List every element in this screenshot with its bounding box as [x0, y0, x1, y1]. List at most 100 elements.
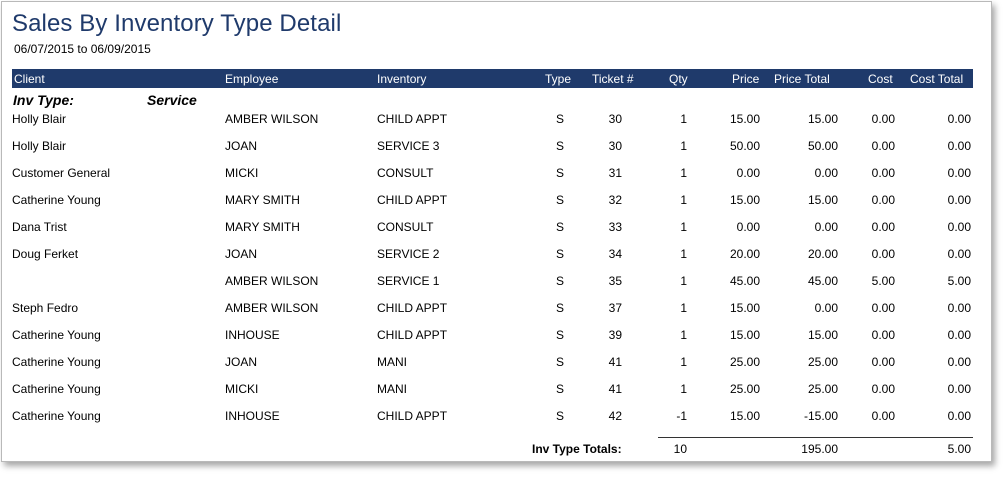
header-inventory: Inventory — [377, 72, 427, 86]
totals-label: Inv Type Totals: — [532, 442, 622, 456]
cell-price-total: 15.00 — [807, 112, 838, 126]
cell-client: Doug Ferket — [12, 247, 79, 261]
cell-cost-total: 0.00 — [947, 166, 971, 180]
cell-price: 15.00 — [729, 409, 760, 423]
cell-price-total: 25.00 — [807, 355, 838, 369]
cell-cost: 0.00 — [871, 139, 895, 153]
cell-inventory: CHILD APPT — [377, 112, 448, 126]
header-type: Type — [545, 72, 572, 86]
cell-type: S — [555, 112, 564, 126]
cell-qty: 1 — [680, 274, 687, 288]
cell-cost: 0.00 — [871, 247, 895, 261]
cell-price-total: 0.00 — [814, 220, 838, 234]
cell-price: 20.00 — [729, 247, 760, 261]
cell-price: 50.00 — [729, 139, 760, 153]
cell-cost: 0.00 — [871, 301, 895, 315]
cell-employee: JOAN — [225, 355, 258, 369]
cell-price-total: 0.00 — [814, 301, 838, 315]
cell-cost-total: 0.00 — [947, 193, 971, 207]
cell-price: 15.00 — [729, 301, 760, 315]
cell-price-total: 0.00 — [814, 166, 838, 180]
cell-cost: 5.00 — [871, 274, 895, 288]
header-cost-total: Cost Total — [910, 72, 964, 86]
cell-ticket: 31 — [608, 166, 622, 180]
cell-cost-total: 0.00 — [947, 409, 971, 423]
cell-type: S — [555, 301, 564, 315]
table-row: Catherine Young MICKI MANI S 41 1 25.00 25.00 0.… — [2, 382, 993, 398]
cell-inventory: SERVICE 1 — [377, 274, 440, 288]
cell-type: S — [555, 355, 564, 369]
report-title: Sales By Inventory Type Detail — [12, 10, 342, 37]
cell-cost-total: 0.00 — [947, 112, 971, 126]
header-price-total: Price Total — [774, 72, 830, 86]
cell-price: 15.00 — [729, 193, 760, 207]
cell-cost-total: 0.00 — [947, 301, 971, 315]
cell-employee: MICKI — [225, 166, 259, 180]
cell-inventory: CHILD APPT — [377, 409, 448, 423]
cell-type: S — [555, 220, 564, 234]
cell-ticket: 35 — [608, 274, 622, 288]
cell-client: Catherine Young — [12, 193, 101, 207]
cell-price: 0.00 — [736, 166, 760, 180]
cell-type: S — [555, 193, 564, 207]
table-row: Catherine Young MARY SMITH CHILD APPT S 32 1 1… — [2, 193, 993, 209]
cell-type: S — [555, 166, 564, 180]
table-row: Catherine Young JOAN MANI S 41 1 25.00 25.00 0.0… — [2, 355, 993, 371]
cell-employee: JOAN — [225, 139, 258, 153]
cell-cost: 0.00 — [871, 112, 895, 126]
cell-employee: INHOUSE — [225, 409, 280, 423]
cell-client: Customer General — [12, 166, 111, 180]
table-row: Doug Ferket JOAN SERVICE 2 S 34 1 20.00 20.00 0.… — [2, 247, 993, 263]
group-value: Service — [147, 92, 197, 108]
cell-price-total: 50.00 — [807, 139, 838, 153]
cell-qty: 1 — [680, 301, 687, 315]
cell-price-total: 45.00 — [807, 274, 838, 288]
cell-cost-total: 0.00 — [947, 382, 971, 396]
column-header-bar: Client Employee Inventory Type Ticket # … — [12, 69, 973, 88]
cell-price: 15.00 — [729, 112, 760, 126]
header-cost: Cost — [868, 72, 893, 86]
date-range: 06/07/2015 to 06/09/2015 — [14, 42, 151, 56]
cell-cost: 0.00 — [871, 328, 895, 342]
cell-qty: 1 — [680, 193, 687, 207]
totals-row: Inv Type Totals: 10 195.00 5.00 — [2, 442, 993, 458]
cell-cost: 0.00 — [871, 355, 895, 369]
cell-ticket: 32 — [608, 193, 622, 207]
table-row: AMBER WILSON SERVICE 1 S 35 1 45.00 45.00 5.00 5… — [2, 274, 993, 290]
cell-cost-total: 0.00 — [947, 139, 971, 153]
header-qty: Qty — [669, 72, 688, 86]
cell-ticket: 37 — [608, 301, 622, 315]
cell-employee: JOAN — [225, 247, 258, 261]
cell-client: Catherine Young — [12, 355, 101, 369]
cell-qty: 1 — [680, 328, 687, 342]
header-client: Client — [14, 72, 45, 86]
cell-cost-total: 0.00 — [947, 355, 971, 369]
cell-employee: AMBER WILSON — [225, 274, 319, 288]
cell-ticket: 30 — [608, 139, 622, 153]
cell-inventory: CONSULT — [377, 166, 434, 180]
cell-inventory: SERVICE 2 — [377, 247, 440, 261]
cell-inventory: CONSULT — [377, 220, 434, 234]
table-row: Steph Fedro AMBER WILSON CHILD APPT S 37 1 15.… — [2, 301, 993, 317]
header-ticket: Ticket # — [592, 72, 634, 86]
cell-employee: AMBER WILSON — [225, 112, 319, 126]
cell-qty: 1 — [680, 112, 687, 126]
cell-type: S — [555, 247, 564, 261]
cell-price: 0.00 — [736, 220, 760, 234]
cell-inventory: MANI — [377, 382, 407, 396]
table-row: Holly Blair JOAN SERVICE 3 S 30 1 50.00 50.00 0.… — [2, 139, 993, 155]
cell-ticket: 41 — [608, 382, 622, 396]
cell-type: S — [555, 274, 564, 288]
cell-ticket: 41 — [608, 355, 622, 369]
cell-type: S — [555, 139, 564, 153]
table-row: Customer General MICKI CONSULT S 31 1 0.00 0.00… — [2, 166, 993, 182]
totals-price-total: 195.00 — [801, 442, 838, 456]
cell-cost: 0.00 — [871, 409, 895, 423]
group-label: Inv Type: — [13, 92, 74, 108]
cell-cost-total: 0.00 — [947, 328, 971, 342]
cell-cost-total: 0.00 — [947, 220, 971, 234]
cell-inventory: CHILD APPT — [377, 301, 448, 315]
table-row: Catherine Young INHOUSE CHILD APPT S 42 -1 15.… — [2, 409, 993, 425]
cell-qty: 1 — [680, 247, 687, 261]
totals-divider — [658, 437, 973, 438]
